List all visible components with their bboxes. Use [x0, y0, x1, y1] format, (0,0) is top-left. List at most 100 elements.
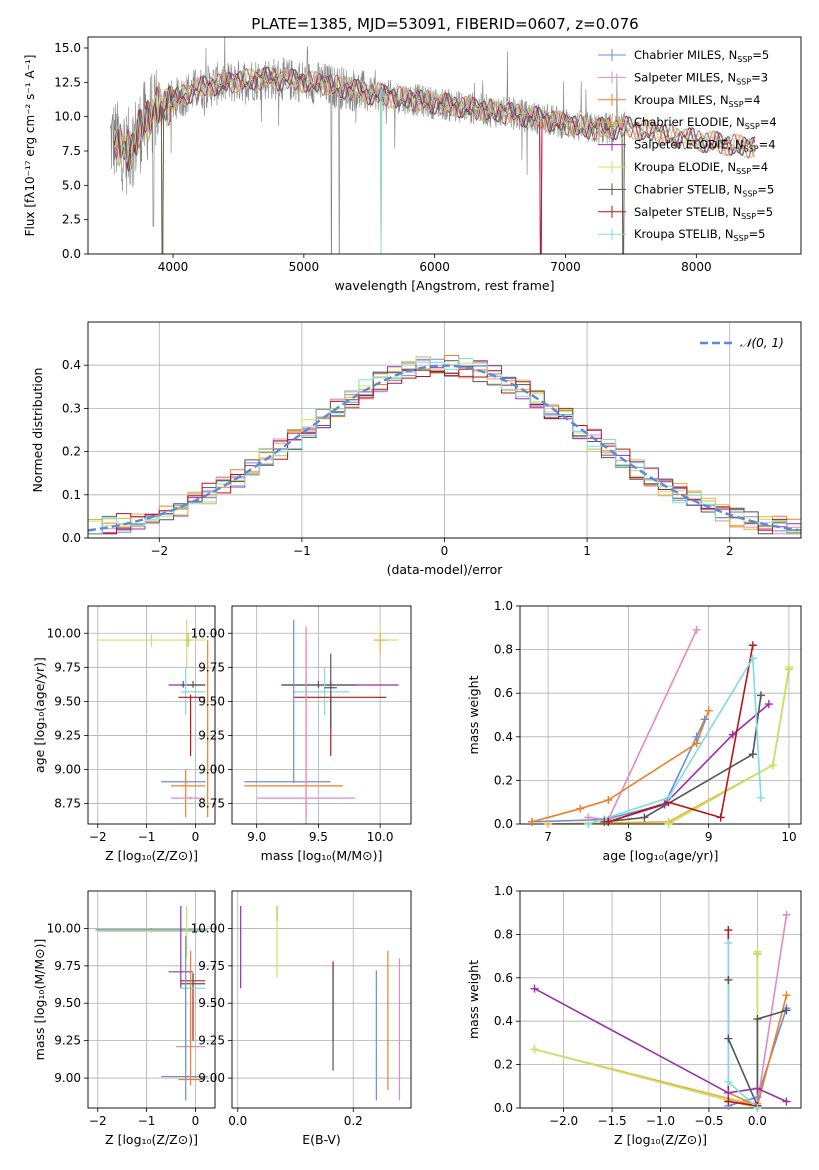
mass-weight-vs-Z-ytick-label: 0.0: [494, 1101, 513, 1115]
age-vs-Z-ytick-label: 9.50: [54, 694, 81, 708]
spectrum-xtick-label: 5000: [289, 260, 320, 274]
mass-vs-EBV-xlabel: E(B-V): [302, 1132, 341, 1147]
age-vs-Z-xtick-label: 0: [192, 830, 200, 844]
mass-weight-vs-Z-series-kroupa-elodie-point: [530, 1045, 539, 1054]
mass-weight-vs-Z-xtick-label: −1.5: [597, 1114, 626, 1128]
spectrum-xtick-label: 8000: [681, 260, 712, 274]
mass-weight-vs-age-series-kroupa-elodie-point: [664, 820, 673, 828]
spectrum-model-chabrier-elodie: [113, 68, 756, 254]
mass-weight-vs-age-series-salpeter-elodie: [608, 703, 770, 823]
residuals-panel: −2 −1 0 1 2 0.0 0.1 0.2 0.3 0.4 (data-model)/error…: [30, 321, 802, 577]
spectrum-xtick-label: 7000: [550, 260, 581, 274]
age-vs-mass-xtick-label: 9.0: [247, 830, 266, 844]
mass-weight-vs-age-series-kroupa-stelib: [587, 655, 762, 824]
mass-vs-EBV-xtick-label: 0.2: [344, 1114, 363, 1128]
mass-weight-vs-Z-series-salpeter-stelib-point: [724, 1097, 733, 1106]
mass-weight-vs-age-xtick-label: 7: [544, 830, 552, 844]
normal-legend-label: 𝒩(0, 1): [740, 336, 784, 350]
mass-weight-vs-Z-series-salpeter-stelib: [727, 930, 758, 1107]
mass-vs-Z-xlabel: Z [log₁₀(Z/Z⊙)]: [105, 1132, 198, 1147]
mass-weight-vs-Z-series-salpeter-elodie-point: [530, 984, 539, 993]
mass-vs-EBV-frame: [231, 890, 412, 1109]
mass-vs-EBV-ytick-label: 9.00: [198, 1071, 225, 1085]
spectrum-model-chabrier-stelib: [114, 66, 756, 254]
residuals-xtick-label: 2: [726, 544, 734, 558]
mass-weight-vs-age-series-chabrier-stelib-point: [756, 691, 765, 700]
mass-weight-vs-age-series-kroupa-miles-point: [692, 739, 701, 748]
mass-vs-Z-ytick-label: 9.00: [54, 1071, 81, 1085]
age-vs-Z-ytick-label: 9.00: [54, 763, 81, 777]
spectrum-ytick-label: 7.5: [62, 144, 81, 158]
mass-weight-vs-Z-series-chabrier-stelib-point: [753, 1015, 762, 1024]
mass-weight-vs-Z-series-salpeter-miles-point: [782, 910, 791, 919]
mass-weight-vs-age-series-kroupa-elodie: [588, 666, 790, 824]
age-vs-Z-ytick-label: 9.75: [54, 660, 81, 674]
mass-vs-Z-ytick-label: 9.25: [54, 1034, 81, 1048]
mass-weight-vs-Z-xtick-label: −2.0: [549, 1114, 578, 1128]
age-vs-mass-ytick-label: 10.00: [191, 626, 225, 640]
mass-weight-vs-age-series-chabrier-elodie-point: [544, 820, 553, 828]
mass-weight-vs-age-series-salpeter-stelib-point: [716, 813, 725, 822]
mass-weight-vs-age-series-kroupa-stelib-point: [748, 654, 757, 663]
mass-vs-Z-ytick-label: 10.00: [47, 921, 81, 935]
age-vs-mass-ytick-label: 9.50: [198, 694, 225, 708]
residuals-ytick-label: 0.4: [62, 358, 81, 372]
mass-weight-vs-Z-series-kroupa-stelib-point: [724, 1077, 733, 1086]
mass-vs-Z-panel: −2 −1 0 9.00 9.25 9.50 9.75 10.00 Z [log₁₀(Z/Z⊙)…: [32, 890, 216, 1147]
residuals-ytick-label: 0.3: [62, 401, 81, 415]
mass-weight-vs-age-ytick-label: 0.8: [494, 643, 513, 657]
mass-weight-vs-Z-ytick-label: 0.2: [494, 1058, 513, 1072]
legend-entry: Kroupa STELIB, NSSP=5: [634, 227, 765, 243]
mass-weight-vs-age-ylabel: mass weight: [466, 675, 481, 754]
spectrum-data-line: [109, 37, 626, 254]
mass-weight-vs-age-xtick-label: 10: [781, 830, 796, 844]
age-vs-mass-xtick-label: 9.5: [309, 830, 328, 844]
mass-weight-vs-Z-series-chabrier-stelib-point: [724, 1034, 733, 1043]
mass-vs-Z-ylabel: mass [log₁₀(M/M⊙)]: [32, 939, 47, 1061]
mass-vs-Z-ytick-label: 9.75: [54, 959, 81, 973]
age-vs-Z-xtick-label: −1: [138, 830, 156, 844]
mass-vs-EBV-ytick-label: 9.25: [198, 1034, 225, 1048]
age-vs-Z-ytick-label: 9.25: [54, 728, 81, 742]
spectrum-model-kroupa-elodie: [113, 66, 756, 254]
mass-weight-vs-Z-series-kroupa-miles-point: [782, 991, 791, 1000]
spectrum-ytick-label: 2.5: [62, 213, 81, 227]
legend-entry: Chabrier STELIB, NSSP=5: [634, 182, 774, 198]
mass-vs-Z-xtick-label: −2: [89, 1114, 107, 1128]
age-vs-mass-xtick-label: 10.0: [367, 830, 394, 844]
mass-weight-vs-age-ytick-label: 0.2: [494, 773, 513, 787]
mass-weight-vs-age-series-kroupa-elodie-point: [784, 663, 793, 672]
residuals-ytick-label: 0.1: [62, 488, 81, 502]
age-vs-Z-xlabel: Z [log₁₀(Z/Z⊙)]: [105, 848, 198, 863]
mass-weight-vs-Z-ytick-label: 0.4: [494, 1014, 513, 1028]
mass-vs-EBV-panel: 0.0 0.2 9.00 9.25 9.50 9.75 10.00 E(B-V): [191, 890, 412, 1147]
legend-entry: Chabrier ELODIE, NSSP=4: [634, 115, 777, 131]
mass-weight-vs-Z-series-kroupa-stelib-point: [724, 939, 733, 948]
mass-weight-vs-Z-series-salpeter-stelib-point: [724, 926, 733, 935]
age-vs-mass-ytick-label: 8.75: [198, 797, 225, 811]
mass-weight-vs-age-series-chabrier-stelib: [604, 695, 762, 823]
mass-vs-Z-ytick-label: 9.50: [54, 996, 81, 1010]
mass-weight-vs-Z-series-salpeter-elodie-point: [753, 1084, 762, 1093]
mass-vs-EBV-ytick-label: 9.75: [198, 959, 225, 973]
mass-weight-vs-age-ytick-label: 0.6: [494, 686, 513, 700]
mass-weight-vs-age-series-kroupa-elodie-point: [768, 761, 777, 770]
mass-weight-vs-Z-xlabel: Z [log₁₀(Z/Z⊙)]: [614, 1132, 707, 1147]
mass-weight-vs-Z-xtick-label: −0.5: [694, 1114, 723, 1128]
age-vs-Z-frame: [87, 605, 216, 825]
legend-entry: Kroupa MILES, NSSP=4: [634, 93, 760, 109]
mass-weight-vs-age-series-kroupa-miles-point: [528, 817, 537, 826]
mass-weight-vs-age-series-salpeter-stelib-point: [604, 817, 613, 826]
mass-weight-vs-age-series-kroupa-miles-point: [604, 796, 613, 805]
normal-curve: [88, 364, 799, 532]
spectrum-legend: Chabrier MILES, NSSP=5 Salpeter MILES, NS…: [598, 48, 777, 243]
residuals-plot-area: [88, 355, 801, 535]
mass-weight-vs-age-series-chabrier-miles-point: [700, 715, 709, 724]
spectrum-frame: [87, 36, 802, 255]
mass-weight-vs-Z-ylabel: mass weight: [466, 960, 481, 1039]
mass-vs-EBV-ytick-label: 10.00: [191, 921, 225, 935]
mass-weight-vs-age-xlabel: age [log₁₀(age/yr)]: [603, 848, 719, 863]
mass-weight-vs-age-frame: [519, 605, 802, 825]
mass-weight-vs-age-series-kroupa-stelib-point: [584, 820, 593, 828]
